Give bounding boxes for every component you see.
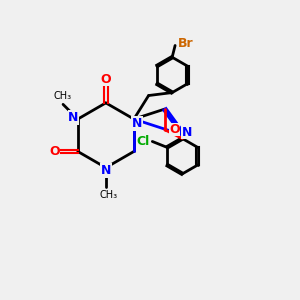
Text: N: N <box>132 117 142 130</box>
Text: O: O <box>49 145 59 158</box>
Text: N: N <box>68 111 79 124</box>
Text: Cl: Cl <box>136 135 149 148</box>
Text: CH₃: CH₃ <box>54 92 72 101</box>
Text: O: O <box>169 123 180 136</box>
Text: CH₃: CH₃ <box>100 190 118 200</box>
Text: O: O <box>100 73 111 86</box>
Text: Br: Br <box>178 38 194 50</box>
Text: N: N <box>100 164 111 177</box>
Text: N: N <box>182 126 192 139</box>
